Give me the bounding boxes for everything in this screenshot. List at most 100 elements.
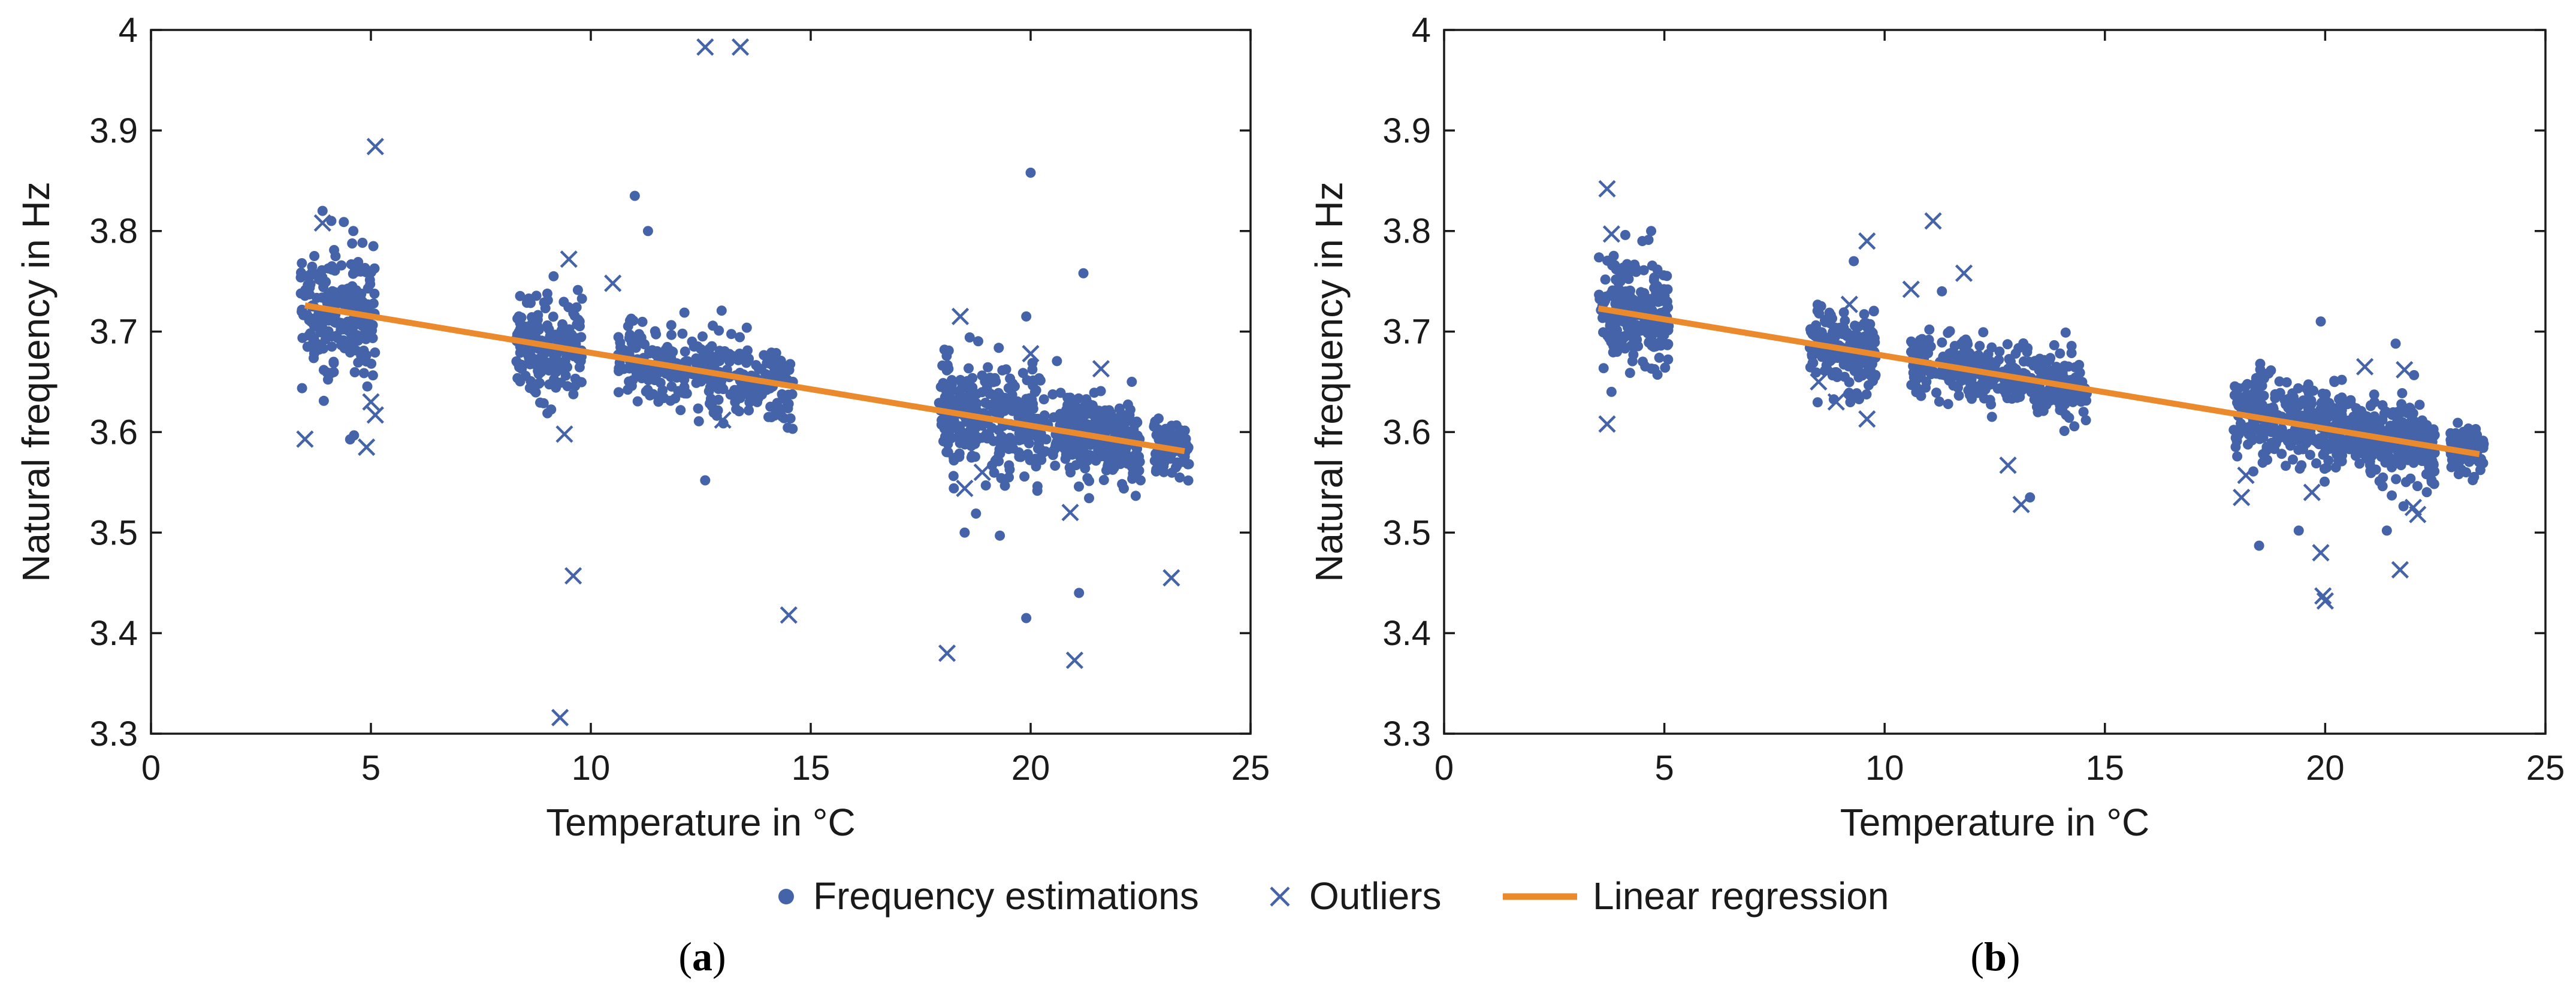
y-tick-label: 3.7 — [89, 313, 138, 352]
frequency-point — [1027, 364, 1038, 375]
frequency-point — [690, 356, 700, 367]
outlier-point — [714, 411, 732, 429]
frequency-point — [1636, 325, 1647, 336]
outlier-point — [1022, 344, 1040, 363]
frequency-point — [941, 350, 952, 361]
frequency-point — [2246, 429, 2257, 440]
frequency-point — [1074, 481, 1084, 492]
x-tick-label: 15 — [792, 749, 831, 788]
frequency-point — [744, 405, 754, 416]
frequency-point — [1007, 389, 1017, 400]
outlier-point — [1598, 180, 1616, 198]
frequency-point — [1842, 328, 1853, 338]
frequency-point — [2055, 348, 2065, 359]
frequency-point — [1964, 347, 1974, 358]
frequency-point — [714, 325, 724, 336]
frequency-point — [1946, 373, 1957, 383]
frequency-point — [716, 305, 727, 316]
frequency-point — [2272, 433, 2282, 444]
frequency-point — [572, 284, 583, 295]
frequency-point — [1136, 475, 1146, 486]
frequency-point — [639, 339, 650, 350]
frequency-point — [996, 431, 1007, 442]
frequency-point — [2393, 414, 2403, 425]
frequency-point — [1870, 371, 1880, 382]
frequency-point — [2236, 418, 2246, 429]
regression-line — [304, 302, 1185, 455]
frequency-point — [1974, 341, 1985, 352]
frequency-point — [2387, 490, 2397, 501]
frequency-point — [357, 237, 368, 248]
frequency-point — [712, 376, 723, 387]
frequency-point — [1843, 389, 1853, 399]
frequency-point — [675, 405, 686, 416]
frequency-point — [1010, 402, 1020, 413]
outlier-point — [973, 463, 991, 482]
frequency-point — [613, 387, 624, 398]
frequency-point — [2450, 428, 2461, 438]
frequency-point — [1654, 352, 1665, 363]
y-tick-label: 3.7 — [1382, 313, 1431, 352]
frequency-point — [560, 356, 570, 366]
outlier-point — [1858, 410, 1876, 428]
outlier-point — [951, 307, 970, 325]
frequency-point — [320, 334, 331, 345]
outlier-points — [296, 38, 1180, 726]
frequency-point — [2288, 454, 2298, 465]
frequency-point — [356, 350, 367, 361]
frequency-point — [305, 271, 315, 281]
frequency-point — [1865, 319, 1876, 329]
outlier-point — [1065, 651, 1083, 670]
frequency-point — [550, 329, 561, 340]
frequency-point — [531, 290, 542, 301]
frequency-point — [735, 393, 745, 404]
frequency-point — [1823, 314, 1834, 325]
frequency-point — [2321, 462, 2332, 473]
x-tick-label: 10 — [572, 749, 611, 788]
frequency-point — [305, 279, 316, 289]
frequency-point — [1650, 293, 1661, 304]
frequency-point — [1131, 418, 1141, 429]
frequency-point — [535, 397, 545, 408]
frequency-point — [1846, 359, 1856, 370]
frequency-point — [1116, 452, 1127, 462]
frequency-point — [642, 226, 653, 237]
frequency-point — [2314, 439, 2324, 450]
frequency-point — [759, 350, 769, 361]
frequency-point — [964, 363, 974, 374]
frequency-point — [949, 483, 959, 494]
frequency-point — [328, 358, 339, 368]
frequency-point — [986, 389, 996, 399]
frequency-point — [349, 329, 360, 340]
frequency-point — [703, 386, 714, 396]
frequency-point — [703, 359, 714, 370]
frequency-point — [2391, 474, 2402, 485]
frequency-point — [1183, 475, 1194, 486]
frequency-point — [574, 362, 585, 373]
frequency-point — [2320, 476, 2330, 487]
outlier-point — [2409, 505, 2427, 523]
frequency-point — [368, 241, 379, 252]
outlier-point — [2396, 361, 2414, 379]
frequency-point — [941, 447, 952, 458]
frequency-point — [315, 310, 326, 321]
frequency-point — [2329, 376, 2340, 386]
frequency-point — [529, 385, 539, 396]
frequency-point — [1647, 261, 1657, 271]
frequency-point — [2396, 399, 2407, 410]
frequency-point — [742, 345, 753, 356]
y-tick-label: 3.5 — [89, 513, 138, 552]
frequency-point — [2475, 465, 2486, 476]
x-tick-label: 5 — [1654, 749, 1674, 788]
frequency-point — [2064, 413, 2074, 423]
frequency-point — [983, 362, 993, 373]
frequency-point — [2286, 394, 2297, 405]
outlier-point — [1999, 456, 2017, 474]
frequency-point — [995, 530, 1005, 541]
frequency-point — [2230, 432, 2241, 443]
frequency-point — [766, 351, 777, 361]
frequency-point — [640, 366, 651, 377]
frequency-point — [2066, 341, 2077, 352]
frequency-point — [2321, 402, 2332, 413]
frequency-point — [1830, 331, 1841, 342]
